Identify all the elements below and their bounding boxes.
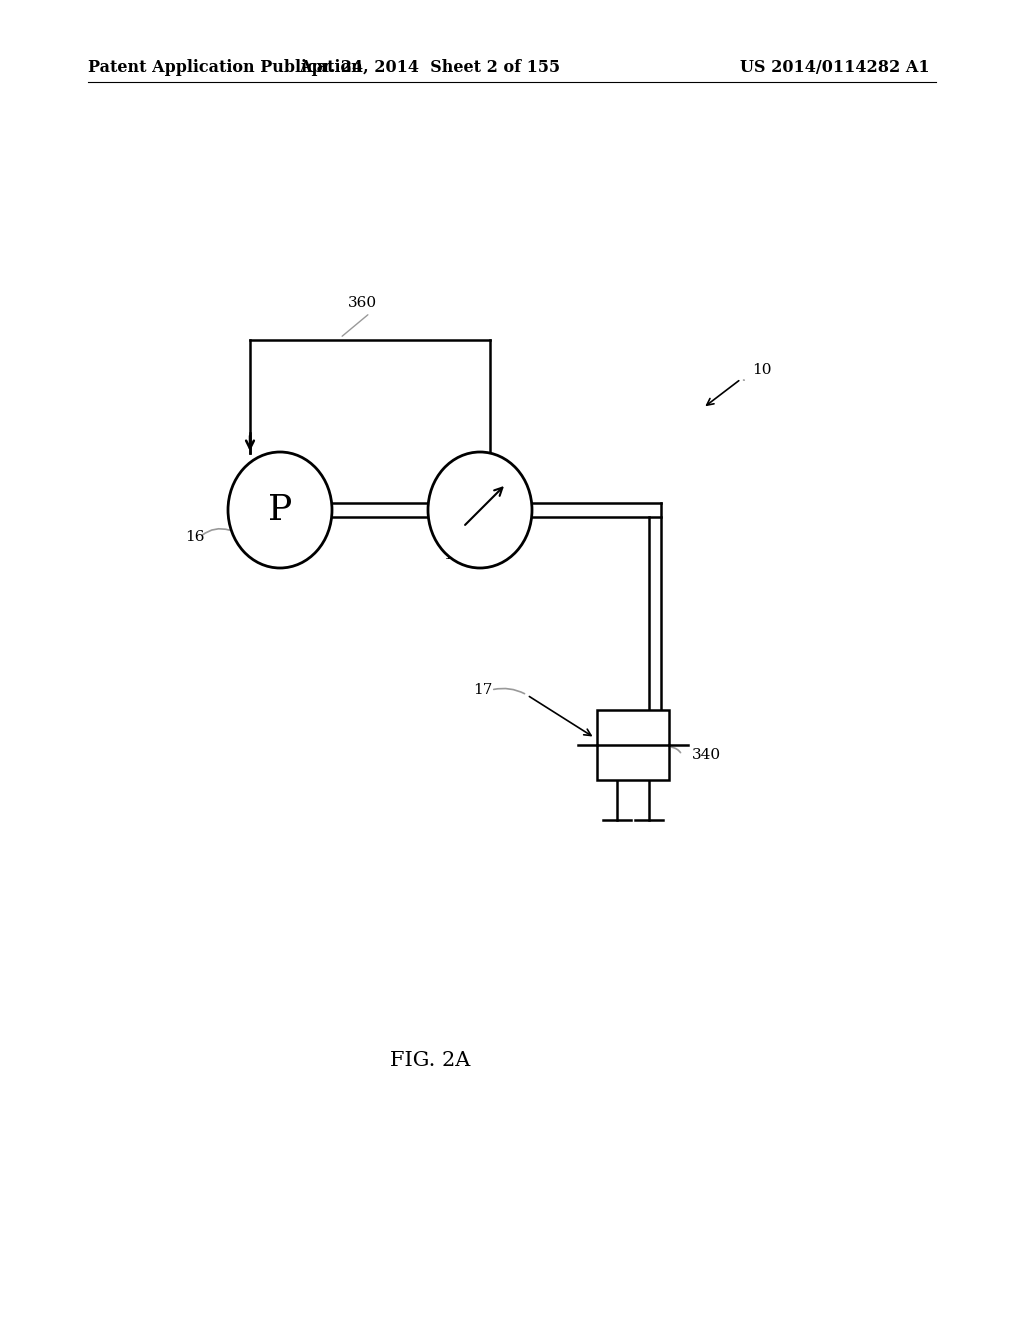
Ellipse shape	[228, 451, 332, 568]
Text: US 2014/0114282 A1: US 2014/0114282 A1	[740, 59, 930, 77]
Text: P: P	[268, 492, 292, 527]
Bar	[597, 710, 669, 780]
Text: 16: 16	[185, 531, 205, 544]
Text: Apr. 24, 2014  Sheet 2 of 155: Apr. 24, 2014 Sheet 2 of 155	[299, 59, 560, 77]
Ellipse shape	[428, 451, 532, 568]
Text: 120: 120	[443, 548, 472, 562]
Text: 17: 17	[473, 682, 493, 697]
Text: 360: 360	[348, 296, 377, 310]
Text: 340: 340	[692, 748, 721, 762]
Text: FIG. 2A: FIG. 2A	[390, 1051, 470, 1069]
Text: 10: 10	[752, 363, 771, 378]
Text: Patent Application Publication: Patent Application Publication	[88, 59, 362, 77]
